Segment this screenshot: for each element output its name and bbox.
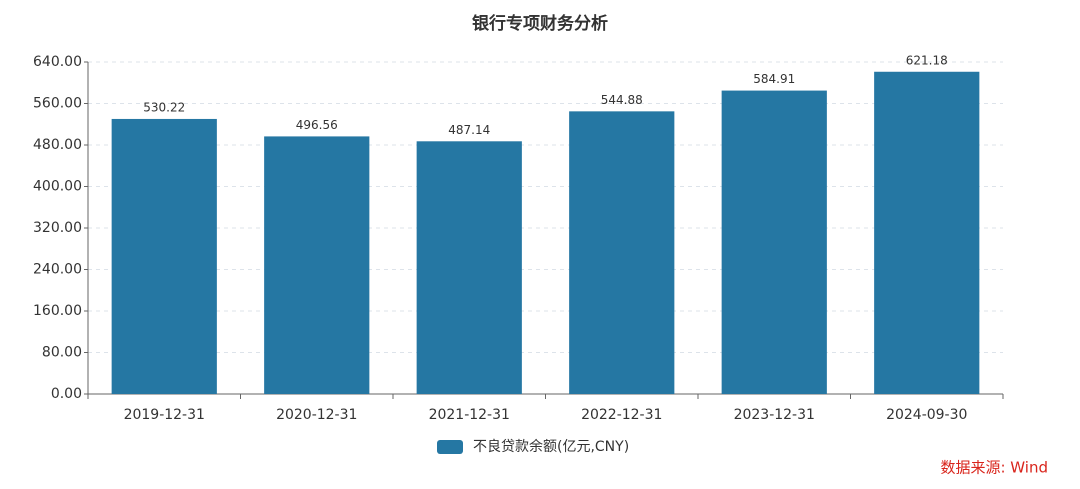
- legend-swatch: [437, 440, 463, 454]
- bar: [721, 90, 827, 394]
- y-tick-label: 560.00: [33, 96, 82, 112]
- legend-label: 不良贷款余额(亿元,CNY): [473, 438, 629, 455]
- y-tick-label: 0.00: [51, 386, 82, 402]
- data-label: 487.14: [448, 123, 490, 137]
- bar: [416, 141, 522, 394]
- x-tick-label: 2022-12-31: [581, 407, 662, 423]
- x-tick-label: 2020-12-31: [276, 407, 357, 423]
- data-label: 584.91: [753, 72, 795, 86]
- x-tick-label: 2021-12-31: [429, 407, 510, 423]
- bar: [874, 71, 980, 394]
- y-tick-label: 320.00: [33, 220, 82, 236]
- y-tick-label: 400.00: [33, 179, 82, 195]
- bar: [264, 136, 370, 395]
- data-label: 530.22: [143, 100, 185, 114]
- source-note: 数据来源: Wind: [940, 459, 1048, 477]
- y-tick-label: 480.00: [33, 137, 82, 153]
- x-tick-label: 2019-12-31: [124, 407, 205, 423]
- x-tick-label: 2024-09-30: [886, 407, 967, 423]
- data-label: 496.56: [296, 118, 338, 132]
- y-tick-label: 80.00: [42, 345, 82, 361]
- bar: [569, 111, 675, 394]
- bar: [111, 118, 217, 395]
- chart-title: 银行专项财务分析: [472, 13, 608, 34]
- data-label: 544.88: [601, 93, 643, 107]
- y-tick-label: 240.00: [33, 262, 82, 278]
- x-tick-label: 2023-12-31: [734, 407, 815, 423]
- data-label: 621.18: [906, 53, 948, 67]
- y-tick-label: 640.00: [33, 54, 82, 70]
- y-tick-label: 160.00: [33, 303, 82, 319]
